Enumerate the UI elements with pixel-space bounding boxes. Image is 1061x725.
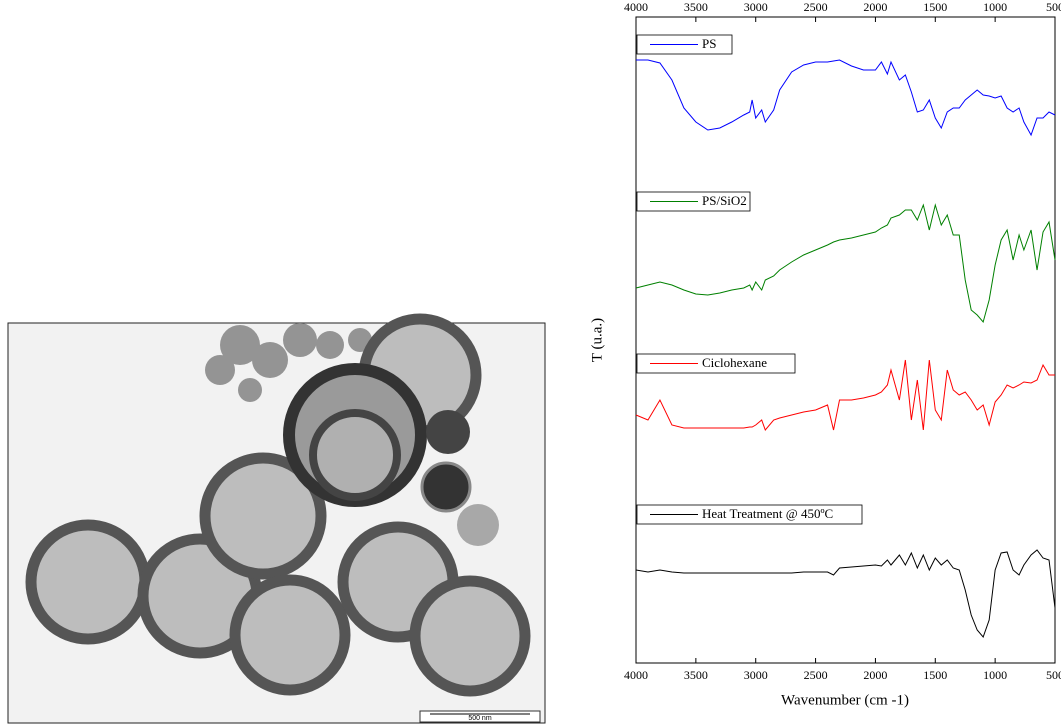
- x-tick-label-top: 2500: [804, 0, 828, 14]
- x-tick-label-top: 1500: [923, 0, 947, 14]
- x-tick-label: 3500: [684, 668, 708, 682]
- legend-label: Ciclohexane: [702, 355, 767, 370]
- series-line: [636, 205, 1055, 322]
- x-axis-label: Wavenumber (cm -1): [781, 692, 909, 708]
- series-line: [636, 60, 1055, 135]
- x-tick-label-top: 4000: [624, 0, 648, 14]
- x-tick-label: 1500: [923, 668, 947, 682]
- figure: 500 nm Wavenumber (cm -1) T (u.a.) 4000 4…: [0, 0, 1061, 725]
- x-tick-label-top: 2000: [863, 0, 887, 14]
- y-axis-label: T (u.a.): [589, 318, 605, 362]
- plot-frame: [636, 17, 1055, 663]
- legend-label: Heat Treatment @ 450ºC: [702, 506, 833, 521]
- x-tick-label-top: 500: [1046, 0, 1061, 14]
- x-tick-label: 2000: [863, 668, 887, 682]
- series-line: [636, 550, 1055, 637]
- x-tick-label: 1000: [983, 668, 1007, 682]
- x-tick-label: 2500: [804, 668, 828, 682]
- x-tick-label: 4000: [624, 668, 648, 682]
- x-tick-label: 500: [1046, 668, 1061, 682]
- x-tick-label: 3000: [744, 668, 768, 682]
- x-tick-label-top: 3500: [684, 0, 708, 14]
- legend-label: PS: [702, 36, 716, 51]
- scale-bar-label: 500 nm: [468, 715, 492, 722]
- legend-label: PS/SiO2: [702, 193, 747, 208]
- x-tick-label-top: 3000: [744, 0, 768, 14]
- tem-image: 500 nm: [8, 319, 545, 723]
- x-tick-label-top: 1000: [983, 0, 1007, 14]
